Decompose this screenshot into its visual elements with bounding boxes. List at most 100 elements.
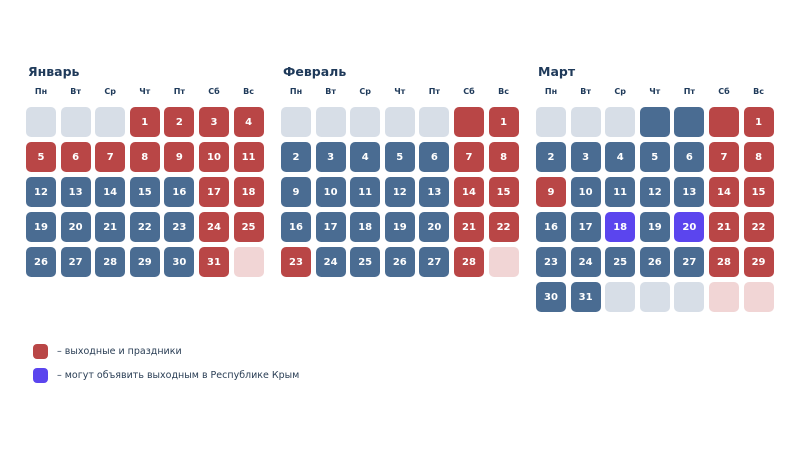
- weekday-header: Вс: [498, 87, 509, 96]
- empty-cell: [419, 107, 450, 137]
- day-cell: 22: [488, 212, 519, 242]
- day-cell: 20: [674, 212, 705, 242]
- day-cell: 27: [674, 247, 705, 277]
- month-title: Март: [538, 64, 576, 79]
- day-cell: 8: [743, 142, 774, 172]
- day-cell: 24: [198, 212, 229, 242]
- day-cell: 1: [129, 107, 160, 137]
- day-cell: 9: [281, 177, 311, 207]
- day-cell: 14: [95, 177, 126, 207]
- day-cell: 3: [315, 142, 346, 172]
- day-cell: 4: [605, 142, 636, 172]
- day-cell: 25: [350, 247, 381, 277]
- day-cell: 30: [164, 247, 195, 277]
- weekday-header: Чт: [139, 87, 151, 96]
- day-cell: 27: [419, 247, 450, 277]
- legend-holidays: – выходные и праздники: [33, 344, 182, 359]
- month-grid: Пн Вт Ср Чт Пт Сб Вс 1 2 3 4 5 6 7 8 9 10 11 12 13 14 15 16 17 1…: [281, 82, 526, 277]
- day-cell: 7: [95, 142, 126, 172]
- day-cell: 6: [60, 142, 91, 172]
- day-cell: 1: [488, 107, 519, 137]
- empty-cell: [453, 107, 484, 137]
- day-cell: 9: [164, 142, 195, 172]
- day-cell: 31: [570, 282, 601, 312]
- day-cell: 12: [26, 177, 56, 207]
- day-cell: 2: [281, 142, 311, 172]
- day-cell: 23: [164, 212, 195, 242]
- day-cell: 17: [315, 212, 346, 242]
- day-cell: 3: [198, 107, 229, 137]
- day-cell: 19: [384, 212, 415, 242]
- day-cell: 25: [233, 212, 264, 242]
- weekday-header: Сб: [463, 87, 475, 96]
- day-cell: 29: [743, 247, 774, 277]
- day-cell: 7: [453, 142, 484, 172]
- weekday-header: Вс: [243, 87, 254, 96]
- weekday-header: Пн: [34, 87, 48, 96]
- weekday-header: Сб: [208, 87, 220, 96]
- weekday-header: Ср: [104, 87, 116, 96]
- empty-cell: [605, 107, 636, 137]
- empty-cell: [605, 282, 636, 312]
- day-cell: 27: [60, 247, 91, 277]
- day-cell: 23: [281, 247, 311, 277]
- day-cell: 12: [384, 177, 415, 207]
- empty-cell: [708, 282, 739, 312]
- weekday-header: Сб: [718, 87, 730, 96]
- day-cell: 18: [605, 212, 636, 242]
- day-cell: 15: [743, 177, 774, 207]
- month-title: Февраль: [283, 64, 347, 79]
- day-cell: 21: [95, 212, 126, 242]
- day-cell: 20: [419, 212, 450, 242]
- day-cell: 3: [570, 142, 601, 172]
- day-cell: 26: [26, 247, 56, 277]
- day-cell: 24: [570, 247, 601, 277]
- weekday-header: Чт: [649, 87, 661, 96]
- crimea-swatch: [33, 368, 48, 383]
- legend-label: – могут объявить выходным в Республике К…: [57, 370, 300, 381]
- day-cell: 2: [536, 142, 566, 172]
- empty-cell: [674, 107, 705, 137]
- day-cell: 17: [570, 212, 601, 242]
- empty-cell: [488, 247, 519, 277]
- day-cell: 13: [674, 177, 705, 207]
- empty-cell: [315, 107, 346, 137]
- weekday-header: Пт: [683, 87, 696, 96]
- day-cell: 8: [488, 142, 519, 172]
- day-cell: 6: [674, 142, 705, 172]
- empty-cell: [674, 282, 705, 312]
- empty-cell: [639, 107, 670, 137]
- weekday-header: Ср: [614, 87, 626, 96]
- month-january: Январь Пн Вт Ср Чт Пт Сб Вс 1 2 3 4 5 6 7 8 9 10 11 12 13 14 1…: [26, 64, 271, 277]
- month-february: Февраль Пн Вт Ср Чт Пт Сб Вс 1 2 3 4 5 6 7 8 9 10 11 12 13 14…: [281, 64, 526, 277]
- day-cell: 10: [198, 142, 229, 172]
- weekday-header: Пт: [173, 87, 186, 96]
- day-cell: 10: [570, 177, 601, 207]
- day-cell: 11: [350, 177, 381, 207]
- day-cell: 14: [453, 177, 484, 207]
- empty-cell: [281, 107, 311, 137]
- day-cell: 28: [453, 247, 484, 277]
- day-cell: 5: [639, 142, 670, 172]
- legend-label: – выходные и праздники: [57, 346, 182, 357]
- weekday-header: Пн: [544, 87, 558, 96]
- empty-cell: [350, 107, 381, 137]
- day-cell: 21: [453, 212, 484, 242]
- day-cell: 4: [350, 142, 381, 172]
- month-grid: Пн Вт Ср Чт Пт Сб Вс 1 2 3 4 5 6 7 8 9 10 11 12 13 14 15 16 17 1…: [26, 82, 271, 277]
- day-cell: 23: [536, 247, 566, 277]
- weekday-header: Вт: [325, 87, 336, 96]
- day-cell: 16: [164, 177, 195, 207]
- day-cell: 29: [129, 247, 160, 277]
- empty-cell: [26, 107, 56, 137]
- weekday-header: Пт: [428, 87, 441, 96]
- day-cell: 10: [315, 177, 346, 207]
- day-cell: 19: [639, 212, 670, 242]
- legend-crimea: – могут объявить выходным в Республике К…: [33, 368, 299, 383]
- empty-cell: [639, 282, 670, 312]
- month-title: Январь: [28, 64, 80, 79]
- day-cell: 28: [95, 247, 126, 277]
- weekday-header: Вс: [753, 87, 764, 96]
- weekday-header: Ср: [359, 87, 371, 96]
- day-cell: 6: [419, 142, 450, 172]
